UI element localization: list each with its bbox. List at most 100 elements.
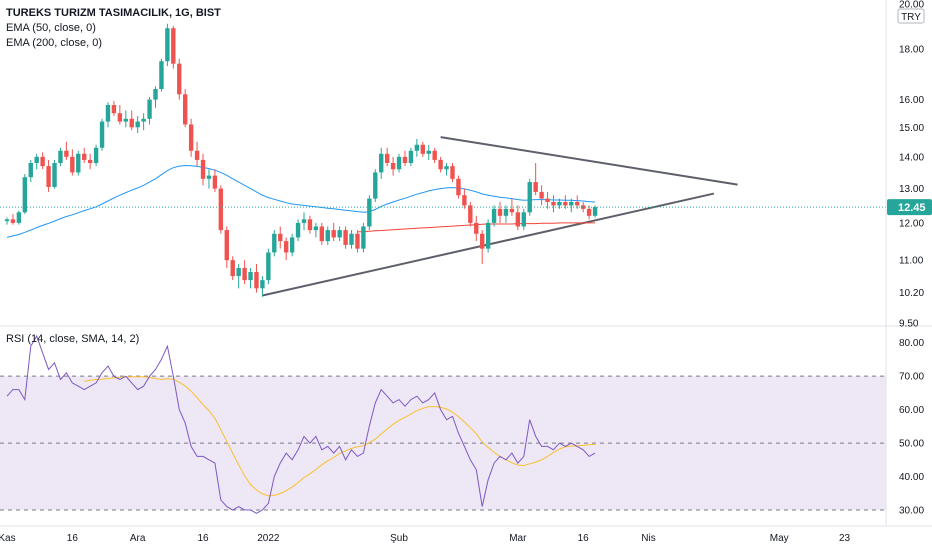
candle-body [545, 198, 550, 202]
rsi-pane[interactable] [0, 334, 886, 514]
time-axis[interactable]: Kas 16 Ara 16 2022 Şub Mar 16 Nis May 23 [0, 533, 851, 544]
candle [349, 230, 354, 249]
candle-body [325, 230, 330, 242]
candle [551, 195, 556, 213]
candle [503, 205, 509, 223]
candle [242, 260, 247, 285]
last-price-tag: 12.45 [887, 199, 932, 216]
candle [200, 153, 206, 186]
candle-body [551, 201, 556, 206]
candle-body [93, 147, 99, 164]
candle [105, 102, 111, 128]
candle [295, 219, 301, 242]
currency-label-text: TRY [901, 12, 921, 23]
candle [165, 23, 170, 67]
price-tick-label: 15.00 [899, 123, 924, 134]
candle-body [188, 124, 194, 151]
candle-body [212, 175, 218, 189]
candle-body [402, 156, 408, 164]
candle [194, 141, 200, 167]
candle-body [491, 208, 497, 223]
candle-body [272, 233, 277, 253]
candle [450, 163, 455, 183]
candle-body [177, 63, 182, 95]
candle [123, 110, 128, 128]
candle-body [28, 163, 33, 178]
candle-body [468, 205, 473, 223]
candle-body [105, 105, 111, 122]
candle [331, 222, 336, 242]
candle [462, 188, 467, 209]
price-tick-label: 12.00 [899, 218, 924, 229]
time-tick-label: 16 [578, 533, 590, 544]
candle-body [456, 178, 461, 196]
candle-body [497, 208, 503, 216]
candle-body [521, 212, 526, 227]
candle-body [295, 222, 301, 238]
candle [159, 58, 164, 92]
price-axis[interactable]: 9.50 10.20 11.00 12.00 13.00 14.00 15.00 16.00 1… [899, 0, 924, 330]
candle-body [99, 121, 105, 148]
candle [266, 248, 271, 285]
candle-body [22, 177, 28, 213]
candle-body [82, 153, 87, 160]
candle [22, 174, 28, 215]
candle [390, 156, 396, 176]
ema200-legend[interactable]: EMA (200, close, 0) [6, 37, 102, 49]
candle [93, 144, 99, 167]
rsi-axis[interactable]: 30.00 40.00 50.00 60.00 70.00 80.00 [899, 338, 924, 516]
price-tick-label: 20.00 [899, 0, 924, 11]
candle-body [319, 226, 325, 242]
ema50-legend[interactable]: EMA (50, close, 0) [6, 22, 96, 34]
time-tick-label: 16 [197, 533, 209, 544]
price-tick-label: 14.00 [899, 152, 924, 163]
candle-body [361, 226, 366, 249]
candles[interactable] [4, 23, 598, 297]
candle-body [34, 156, 39, 164]
candle [509, 198, 515, 216]
candle-body [135, 121, 140, 128]
candle [4, 217, 10, 225]
currency-label-box [897, 8, 925, 24]
candle-body [396, 156, 402, 170]
candle-body [76, 153, 81, 173]
price-tick-label: 18.00 [899, 45, 924, 56]
candle-body [355, 233, 360, 249]
price-tick-label: 16.00 [899, 95, 924, 106]
candle [70, 149, 75, 176]
candle-body [52, 163, 57, 187]
candle [474, 215, 479, 242]
candle [188, 118, 194, 157]
candle [58, 147, 63, 167]
price-tick-label: 13.00 [899, 184, 924, 195]
rsi-legend-title[interactable]: RSI (14, close, SMA, 14, 2) [6, 333, 140, 345]
candle [10, 214, 16, 225]
candle [212, 169, 218, 192]
candle [373, 169, 378, 202]
candle-body [373, 172, 378, 199]
candle-body [539, 191, 544, 199]
candle [141, 113, 146, 131]
rsi-tick-label: 50.00 [899, 439, 924, 450]
candle-body [390, 163, 396, 170]
candle-body [289, 237, 295, 253]
rsi-level-lines [0, 375, 886, 511]
candle [414, 138, 420, 157]
candle [313, 222, 319, 238]
candle-body [307, 219, 313, 231]
candle-body [586, 208, 592, 216]
candle-body [194, 150, 200, 160]
candle [206, 169, 212, 189]
time-tick-label: Kas [0, 533, 16, 544]
candle-body [438, 159, 443, 170]
candle [438, 156, 443, 173]
candle-body [527, 182, 532, 213]
candle [539, 185, 544, 206]
rsi-tick-label: 70.00 [899, 372, 924, 383]
price-pane[interactable] [0, 23, 886, 297]
candle [468, 201, 473, 227]
candle-body [218, 188, 224, 231]
symbol-title[interactable]: TUREKS TURIZM TASIMACILIK, 1G, BIST [6, 7, 221, 19]
candle-body [171, 28, 176, 64]
